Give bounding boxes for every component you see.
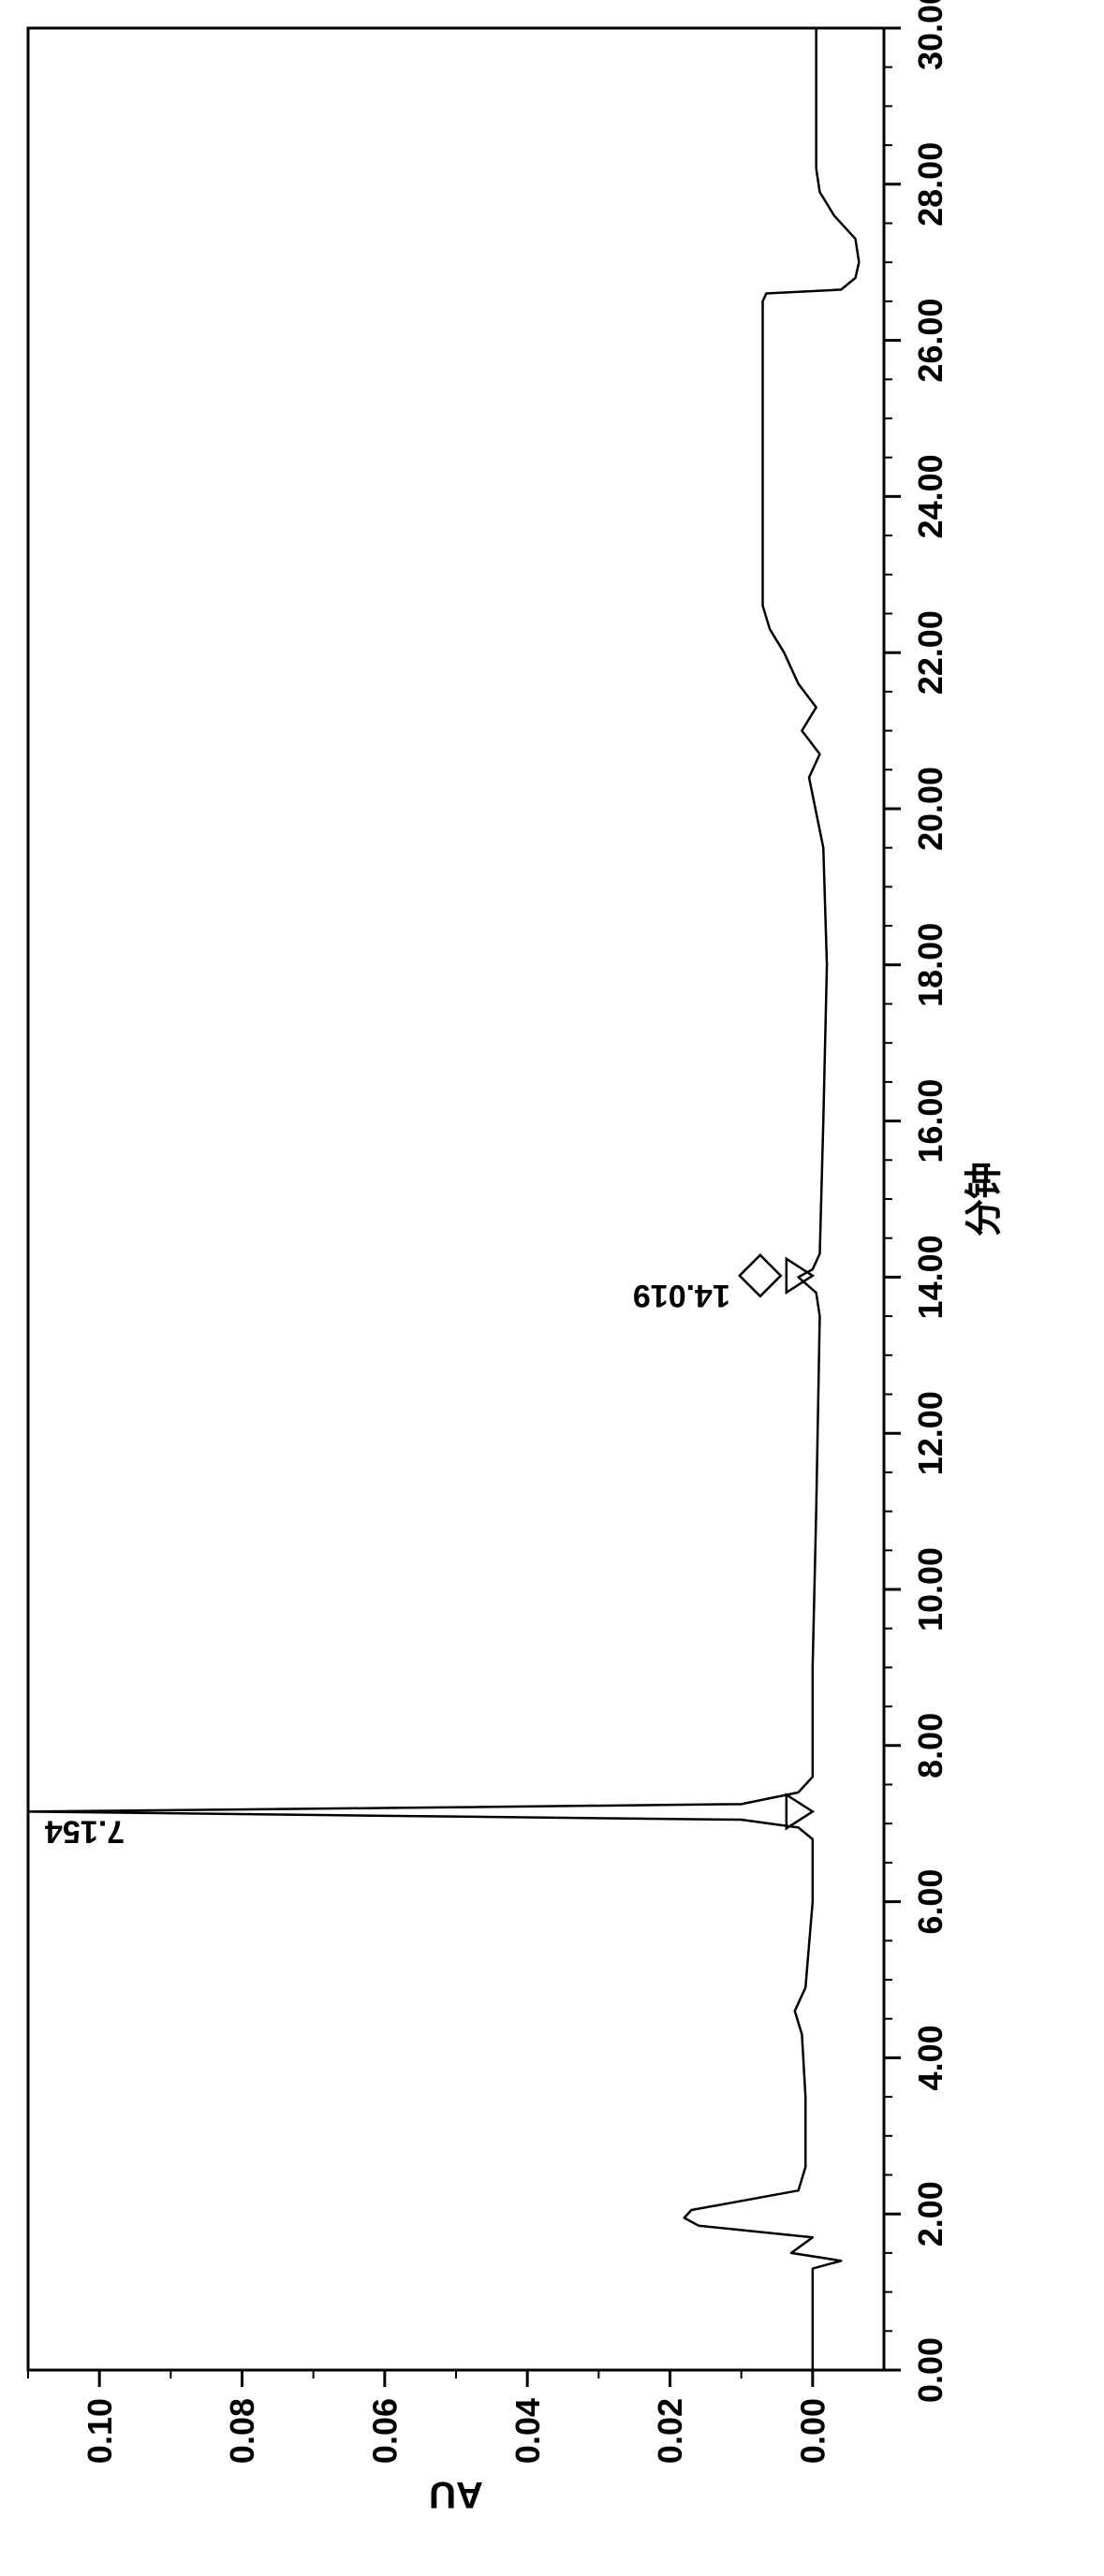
x-tick-label: 20.00 [911,767,949,851]
chromatogram-trace [28,28,859,2370]
x-tick-label: 18.00 [911,923,949,1007]
x-tick-label: 14.00 [911,1235,949,1319]
x-tick-label: 6.00 [911,1869,949,1935]
x-tick-label: 12.00 [911,1391,949,1475]
x-tick-label: 24.00 [911,454,949,538]
chromatogram-chart: 0.00 2.00 4.00 6.00 8.00 10.00 12.00 14.00 16.00… [0,0,1104,2576]
y-tick-label: 0.06 [365,2398,404,2464]
x-tick-label: 30.00 [911,0,949,70]
peak-label: 7.154 [45,1813,125,1849]
y-axis-label: AU [429,2474,483,2515]
y-tick-label: 0.02 [651,2398,689,2464]
x-axis-label: 分钟 [964,1162,1005,1237]
x-tick-label: 16.00 [911,1079,949,1164]
y-tick-label: 0.10 [81,2398,119,2464]
x-tick-label: 26.00 [911,299,949,383]
x-tick-label: 10.00 [911,1547,949,1632]
y-tick-label: 0.08 [223,2398,261,2464]
y-tick-label: 0.04 [508,2398,547,2464]
x-tick-label: 0.00 [911,2337,949,2403]
peak-label: 14.019 [633,1278,730,1313]
x-tick-label: 4.00 [911,2025,949,2090]
y-tick-label: 0.00 [793,2398,832,2464]
x-tick-label: 2.00 [911,2181,949,2247]
peak-marker-triangle [787,1794,813,1828]
peak-marker-diamond [740,1255,781,1296]
x-tick-label: 22.00 [911,610,949,695]
x-tick-label: 28.00 [911,142,949,227]
x-tick-label: 8.00 [911,1713,949,1778]
